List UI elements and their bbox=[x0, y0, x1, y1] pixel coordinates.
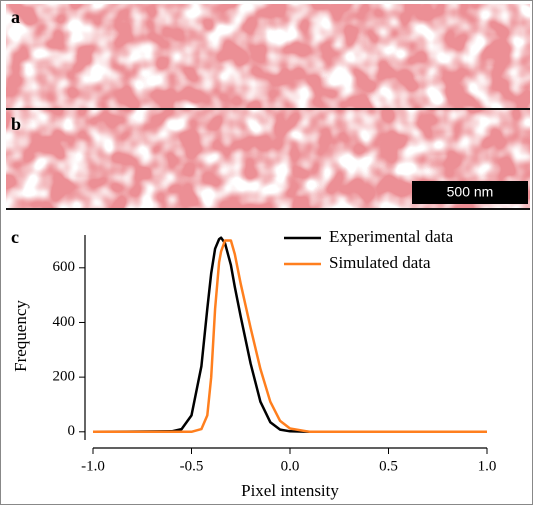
panel-label: c bbox=[11, 227, 19, 247]
legend-label: Simulated data bbox=[329, 253, 431, 272]
x-tick-label: 0.0 bbox=[281, 458, 300, 474]
y-axis-title: Frequency bbox=[11, 300, 30, 372]
x-tick-label: 0.5 bbox=[379, 458, 398, 474]
x-tick-label: -0.5 bbox=[180, 458, 204, 474]
data-line bbox=[93, 239, 487, 434]
x-tick-label: 1.0 bbox=[478, 458, 497, 474]
panel-label: b bbox=[11, 114, 21, 134]
legend-label: Experimental data bbox=[329, 227, 454, 246]
x-axis-title: Pixel intensity bbox=[241, 481, 339, 500]
y-tick-label: 200 bbox=[53, 369, 76, 385]
scale-bar-label: 500 nm bbox=[447, 184, 494, 200]
y-tick-label: 400 bbox=[53, 314, 76, 330]
panel-label: a bbox=[11, 7, 20, 27]
y-tick-label: 600 bbox=[53, 259, 76, 275]
x-tick-label: -1.0 bbox=[81, 458, 105, 474]
image-texture bbox=[6, 4, 530, 108]
y-tick-label: 0 bbox=[68, 423, 76, 439]
scale-bar bbox=[412, 181, 528, 204]
